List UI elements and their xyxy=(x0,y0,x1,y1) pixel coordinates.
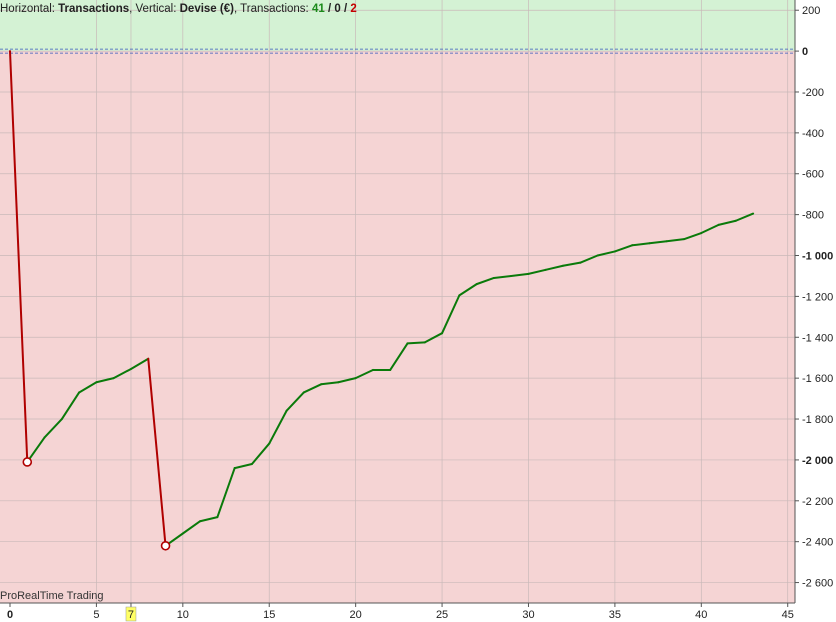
x-tick-label: 35 xyxy=(609,609,621,621)
win-segment xyxy=(181,520,202,535)
x-tick-label: 7 xyxy=(128,609,134,621)
win-segment xyxy=(216,467,236,519)
win-segment xyxy=(112,367,132,380)
horizontal-prefix: Horizontal: xyxy=(0,3,59,15)
y-tick-label: -2 600 xyxy=(802,578,833,590)
y-tick-label: -400 xyxy=(802,128,824,140)
y-tick-label: -2 000 xyxy=(802,455,833,467)
y-tick-label: -1 600 xyxy=(802,373,833,385)
transactions-win-count: 41 xyxy=(311,3,325,15)
loss-segment xyxy=(9,50,29,463)
x-tick-label: 20 xyxy=(350,609,362,621)
win-segment xyxy=(717,219,737,226)
win-segment xyxy=(562,261,582,267)
win-segment xyxy=(544,264,565,271)
loss-marker xyxy=(22,457,33,467)
win-segment xyxy=(475,276,495,286)
x-tick-label: 30 xyxy=(522,609,534,621)
x-tick-label: 45 xyxy=(782,609,794,621)
win-segment xyxy=(613,244,634,253)
win-segment xyxy=(510,272,530,277)
win-segment xyxy=(700,223,720,235)
win-segment xyxy=(78,381,98,394)
loss-segment xyxy=(147,357,167,547)
negative-zone xyxy=(0,51,795,604)
y-tick-label: -1 400 xyxy=(802,332,833,344)
y-tick-label: 0 xyxy=(802,46,808,58)
separator-1: / xyxy=(324,3,335,15)
x-tick-label: 25 xyxy=(436,609,448,621)
win-segment xyxy=(441,294,461,335)
win-segment xyxy=(26,436,46,463)
win-segment xyxy=(406,341,426,345)
y-tick-label: -2 400 xyxy=(802,537,833,549)
win-segment xyxy=(268,409,288,445)
win-segment xyxy=(199,516,219,523)
win-segment xyxy=(579,254,599,264)
transactions-flat-count: 0 xyxy=(334,3,341,15)
positive-zone xyxy=(0,0,795,52)
win-segment xyxy=(354,368,374,380)
x-tick-label: 15 xyxy=(263,609,275,621)
win-segment xyxy=(492,274,513,279)
grid xyxy=(0,0,795,603)
x-tick-label: 5 xyxy=(93,609,99,621)
zones xyxy=(0,0,795,604)
win-segment xyxy=(320,381,340,386)
chart-header: Horizontal: Transactions, Vertical: Devi… xyxy=(0,3,357,15)
vertical-prefix: , Vertical: xyxy=(129,3,180,15)
win-segment xyxy=(527,268,547,275)
win-segment xyxy=(302,383,323,394)
separator-2: / xyxy=(340,3,351,15)
transactions-loss-count: 2 xyxy=(350,3,357,15)
horizontal-value: Transactions xyxy=(58,3,130,15)
win-segment xyxy=(337,377,357,384)
win-segment xyxy=(250,442,271,466)
win-segment xyxy=(665,238,686,243)
x-tick-label: 40 xyxy=(695,609,707,621)
zero-line xyxy=(0,48,795,54)
win-segment xyxy=(734,212,755,222)
loss-marker xyxy=(160,540,171,551)
win-segment xyxy=(60,391,81,421)
win-segment xyxy=(233,463,253,470)
win-segment xyxy=(95,377,115,384)
y-tick-label: -2 200 xyxy=(802,496,833,508)
win-segment xyxy=(285,391,305,412)
win-segment xyxy=(631,242,651,247)
watermark: ProRealTime Trading xyxy=(0,590,104,602)
win-segment xyxy=(43,418,63,439)
y-tick-label: -200 xyxy=(802,87,824,99)
win-segment xyxy=(423,332,444,344)
win-segment xyxy=(129,357,150,370)
win-segment xyxy=(648,240,668,245)
loss-markers xyxy=(22,457,171,551)
equity-series xyxy=(9,50,755,547)
win-segment xyxy=(458,283,478,297)
y-tick-label: -1 200 xyxy=(802,291,833,303)
x-axis-ticks: 0 5 7 10 15 20 25 30 35 40 45 xyxy=(7,603,794,622)
win-segment xyxy=(596,250,616,257)
transactions-prefix: , Transactions: xyxy=(233,3,312,15)
x-tick-label: 0 xyxy=(7,609,13,621)
y-axis-ticks: 200 0 -200 -400 -600 -800 -1 000 -1 200 -1 400 -1… xyxy=(795,5,833,590)
y-tick-label: -600 xyxy=(802,169,824,181)
x-tick-highlight xyxy=(125,606,137,622)
y-tick-label: -800 xyxy=(802,210,824,222)
axes xyxy=(0,0,796,604)
y-tick-label: -1 000 xyxy=(802,251,833,263)
x-tick-label: 10 xyxy=(177,609,189,621)
vertical-value: Devise (€) xyxy=(179,3,234,15)
y-tick-label: 200 xyxy=(802,5,820,17)
y-tick-label: -1 800 xyxy=(802,414,833,426)
win-segment xyxy=(683,232,703,241)
win-segment xyxy=(389,342,409,371)
